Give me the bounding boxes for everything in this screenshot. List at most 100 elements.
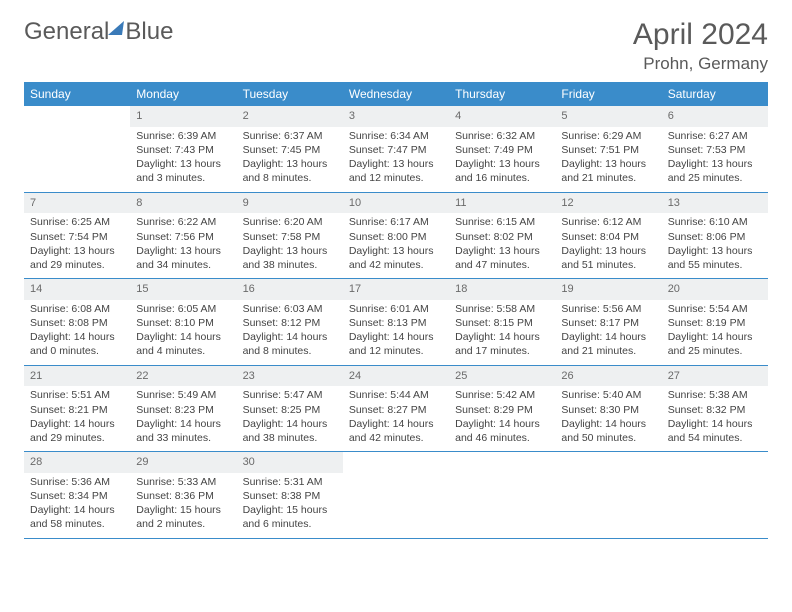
sunset-line: Sunset: 8:36 PM	[136, 489, 230, 503]
daylight-line: Daylight: 13 hours and 3 minutes.	[136, 157, 230, 185]
daynum-row: 14151617181920	[24, 279, 768, 300]
content-row: Sunrise: 6:08 AMSunset: 8:08 PMDaylight:…	[24, 300, 768, 365]
day-cell: Sunrise: 6:12 AMSunset: 8:04 PMDaylight:…	[555, 213, 661, 278]
day-cell: Sunrise: 5:49 AMSunset: 8:23 PMDaylight:…	[130, 386, 236, 451]
day-number-cell: 5	[555, 106, 661, 127]
day-cell: Sunrise: 6:15 AMSunset: 8:02 PMDaylight:…	[449, 213, 555, 278]
day-cell	[24, 127, 130, 192]
daylight-line: Daylight: 13 hours and 8 minutes.	[243, 157, 337, 185]
daylight-line: Daylight: 14 hours and 58 minutes.	[30, 503, 124, 531]
daylight-line: Daylight: 15 hours and 2 minutes.	[136, 503, 230, 531]
day-cell: Sunrise: 5:31 AMSunset: 8:38 PMDaylight:…	[237, 473, 343, 538]
day-cell: Sunrise: 6:01 AMSunset: 8:13 PMDaylight:…	[343, 300, 449, 365]
daylight-line: Daylight: 13 hours and 38 minutes.	[243, 244, 337, 272]
sunset-line: Sunset: 8:10 PM	[136, 316, 230, 330]
sunset-line: Sunset: 8:15 PM	[455, 316, 549, 330]
sunset-line: Sunset: 8:21 PM	[30, 403, 124, 417]
sunrise-line: Sunrise: 5:40 AM	[561, 388, 655, 402]
day-number-cell: 6	[662, 106, 768, 127]
day-number-cell: 27	[662, 365, 768, 386]
sunrise-line: Sunrise: 6:29 AM	[561, 129, 655, 143]
sunset-line: Sunset: 8:17 PM	[561, 316, 655, 330]
sunrise-line: Sunrise: 6:10 AM	[668, 215, 762, 229]
sunrise-line: Sunrise: 6:08 AM	[30, 302, 124, 316]
daylight-line: Daylight: 14 hours and 17 minutes.	[455, 330, 549, 358]
day-number-cell: 12	[555, 192, 661, 213]
sunset-line: Sunset: 7:43 PM	[136, 143, 230, 157]
day-number-cell: 29	[130, 452, 236, 473]
sunset-line: Sunset: 8:04 PM	[561, 230, 655, 244]
day-number-cell: 18	[449, 279, 555, 300]
day-cell: Sunrise: 5:44 AMSunset: 8:27 PMDaylight:…	[343, 386, 449, 451]
day-number-cell	[662, 452, 768, 473]
sunset-line: Sunset: 7:45 PM	[243, 143, 337, 157]
day-number-cell: 19	[555, 279, 661, 300]
sunrise-line: Sunrise: 6:17 AM	[349, 215, 443, 229]
sunset-line: Sunset: 7:47 PM	[349, 143, 443, 157]
daylight-line: Daylight: 14 hours and 46 minutes.	[455, 417, 549, 445]
daylight-line: Daylight: 13 hours and 12 minutes.	[349, 157, 443, 185]
sunrise-line: Sunrise: 6:27 AM	[668, 129, 762, 143]
day-number-cell	[24, 106, 130, 127]
day-number-cell	[449, 452, 555, 473]
daylight-line: Daylight: 14 hours and 29 minutes.	[30, 417, 124, 445]
daylight-line: Daylight: 13 hours and 42 minutes.	[349, 244, 443, 272]
day-cell: Sunrise: 5:38 AMSunset: 8:32 PMDaylight:…	[662, 386, 768, 451]
day-cell: Sunrise: 6:32 AMSunset: 7:49 PMDaylight:…	[449, 127, 555, 192]
weekday-header: Wednesday	[343, 82, 449, 106]
sunset-line: Sunset: 8:23 PM	[136, 403, 230, 417]
day-cell: Sunrise: 5:47 AMSunset: 8:25 PMDaylight:…	[237, 386, 343, 451]
day-cell: Sunrise: 6:17 AMSunset: 8:00 PMDaylight:…	[343, 213, 449, 278]
content-row: Sunrise: 6:25 AMSunset: 7:54 PMDaylight:…	[24, 213, 768, 278]
daylight-line: Daylight: 13 hours and 47 minutes.	[455, 244, 549, 272]
sunset-line: Sunset: 8:30 PM	[561, 403, 655, 417]
daylight-line: Daylight: 14 hours and 21 minutes.	[561, 330, 655, 358]
weekday-header: Tuesday	[237, 82, 343, 106]
weekday-header: Monday	[130, 82, 236, 106]
sunrise-line: Sunrise: 6:25 AM	[30, 215, 124, 229]
content-row: Sunrise: 5:51 AMSunset: 8:21 PMDaylight:…	[24, 386, 768, 451]
sunset-line: Sunset: 8:12 PM	[243, 316, 337, 330]
daylight-line: Daylight: 13 hours and 21 minutes.	[561, 157, 655, 185]
page-title: April 2024	[633, 18, 768, 52]
sunrise-line: Sunrise: 5:51 AM	[30, 388, 124, 402]
day-number-cell: 24	[343, 365, 449, 386]
day-number-cell: 23	[237, 365, 343, 386]
day-cell	[449, 473, 555, 538]
sunrise-line: Sunrise: 6:05 AM	[136, 302, 230, 316]
sunrise-line: Sunrise: 5:33 AM	[136, 475, 230, 489]
day-cell: Sunrise: 6:27 AMSunset: 7:53 PMDaylight:…	[662, 127, 768, 192]
daynum-row: 78910111213	[24, 192, 768, 213]
day-number-cell: 9	[237, 192, 343, 213]
sunset-line: Sunset: 8:32 PM	[668, 403, 762, 417]
day-number-cell: 30	[237, 452, 343, 473]
content-row: Sunrise: 6:39 AMSunset: 7:43 PMDaylight:…	[24, 127, 768, 192]
day-cell: Sunrise: 5:51 AMSunset: 8:21 PMDaylight:…	[24, 386, 130, 451]
day-cell: Sunrise: 5:36 AMSunset: 8:34 PMDaylight:…	[24, 473, 130, 538]
daynum-row: 21222324252627	[24, 365, 768, 386]
calendar-container: Sunday Monday Tuesday Wednesday Thursday…	[0, 82, 792, 539]
daylight-line: Daylight: 14 hours and 50 minutes.	[561, 417, 655, 445]
daylight-line: Daylight: 14 hours and 33 minutes.	[136, 417, 230, 445]
day-number-cell: 4	[449, 106, 555, 127]
day-cell: Sunrise: 6:08 AMSunset: 8:08 PMDaylight:…	[24, 300, 130, 365]
day-cell: Sunrise: 6:25 AMSunset: 7:54 PMDaylight:…	[24, 213, 130, 278]
sunrise-line: Sunrise: 6:03 AM	[243, 302, 337, 316]
day-number-cell: 17	[343, 279, 449, 300]
day-number-cell: 13	[662, 192, 768, 213]
day-number-cell: 20	[662, 279, 768, 300]
sunrise-line: Sunrise: 6:32 AM	[455, 129, 549, 143]
location-label: Prohn, Germany	[633, 54, 768, 74]
daylight-line: Daylight: 14 hours and 38 minutes.	[243, 417, 337, 445]
sunrise-line: Sunrise: 5:47 AM	[243, 388, 337, 402]
day-cell	[555, 473, 661, 538]
day-number-cell: 11	[449, 192, 555, 213]
sunset-line: Sunset: 7:51 PM	[561, 143, 655, 157]
sunrise-line: Sunrise: 6:01 AM	[349, 302, 443, 316]
sunrise-line: Sunrise: 6:37 AM	[243, 129, 337, 143]
weekday-header: Saturday	[662, 82, 768, 106]
day-cell: Sunrise: 6:10 AMSunset: 8:06 PMDaylight:…	[662, 213, 768, 278]
day-cell: Sunrise: 6:22 AMSunset: 7:56 PMDaylight:…	[130, 213, 236, 278]
brand-word2: Blue	[125, 18, 173, 46]
daynum-row: 123456	[24, 106, 768, 127]
